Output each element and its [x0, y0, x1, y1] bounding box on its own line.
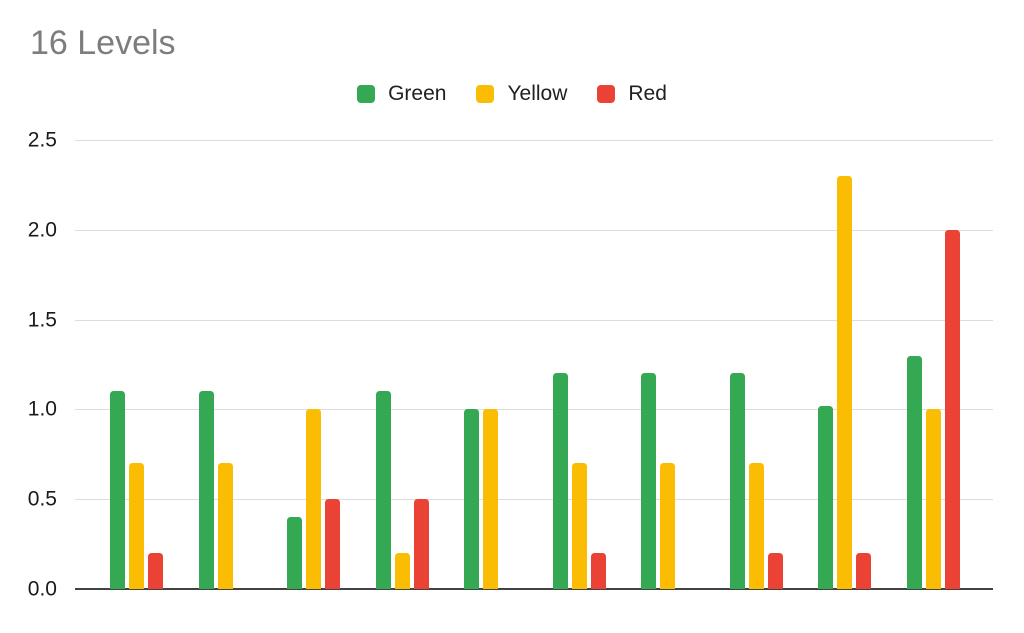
yellow-bar-6 [571, 463, 587, 589]
chart-title: 16 Levels [30, 24, 176, 62]
green-bar-2 [198, 391, 214, 589]
red-bar-4 [413, 499, 429, 589]
yellow-bar-1 [129, 463, 144, 589]
green-bar-4 [375, 391, 391, 589]
red-bar-1 [148, 553, 163, 589]
legend: Green Yellow Red [0, 82, 1024, 106]
gridline-2.0 [75, 229, 993, 231]
green-bar-1 [110, 391, 125, 589]
gridline-1.0 [75, 409, 993, 411]
x-axis-line [75, 588, 993, 590]
legend-label-yellow: Yellow [507, 82, 568, 105]
legend-label-red: Red [628, 82, 667, 105]
legend-label-green: Green [388, 82, 447, 105]
green-bar-10 [907, 355, 923, 589]
gridline-0.5 [75, 499, 993, 501]
green-bar-7 [641, 373, 657, 589]
green-bar-6 [552, 373, 568, 589]
yellow-bar-4 [394, 553, 410, 589]
yellow-bar-9 [837, 175, 853, 589]
red-bar-3 [325, 499, 341, 589]
y-tick-label-0.5: 0.5 [27, 487, 57, 511]
legend-swatch-green-icon [357, 85, 376, 103]
legend-swatch-yellow-icon [476, 85, 495, 103]
red-bar-10 [945, 229, 961, 589]
y-tick-label-1.0: 1.0 [27, 397, 57, 421]
legend-swatch-red-icon [597, 85, 616, 103]
y-tick-label-2.5: 2.5 [27, 128, 57, 152]
yellow-bar-3 [306, 409, 322, 589]
green-bar-3 [287, 517, 303, 589]
y-tick-label-1.5: 1.5 [27, 308, 57, 332]
green-bar-8 [729, 373, 745, 589]
yellow-bar-7 [660, 463, 676, 589]
yellow-bar-10 [926, 409, 942, 589]
green-bar-5 [464, 409, 480, 589]
legend-item-yellow: Yellow [476, 82, 567, 106]
y-tick-label-0.0: 0.0 [27, 577, 57, 601]
yellow-bar-5 [483, 409, 499, 589]
yellow-bar-2 [217, 463, 233, 589]
red-bar-9 [856, 553, 872, 589]
legend-item-green: Green [357, 82, 446, 106]
gridline-1.5 [75, 319, 993, 321]
gridline-2.5 [75, 140, 993, 141]
red-bar-6 [590, 553, 606, 589]
yellow-bar-8 [748, 463, 764, 589]
legend-item-red: Red [597, 82, 667, 106]
plot-area [75, 140, 993, 590]
green-bar-9 [818, 405, 834, 589]
y-tick-label-2.0: 2.0 [27, 218, 57, 242]
red-bar-8 [767, 553, 783, 589]
